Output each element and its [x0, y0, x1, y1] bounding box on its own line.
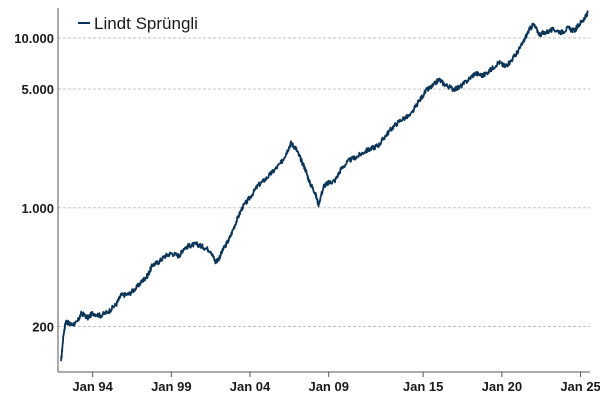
series-layer — [60, 10, 589, 362]
x-tick-label-3: Jan 09 — [308, 379, 348, 394]
legend: Lindt Sprüngli — [78, 14, 198, 33]
y-tick-label-3: 10.000 — [14, 31, 54, 46]
y-tick-label-1: 1.000 — [21, 201, 54, 216]
series-line-0 — [60, 10, 589, 362]
x-tick-label-5: Jan 20 — [482, 379, 522, 394]
y-tick-label-2: 5.000 — [21, 82, 54, 97]
axes: 200 1.000 5.000 10.000 Jan 94 Jan 99 Jan 04 Jan… — [14, 8, 600, 394]
x-tick-label-1: Jan 99 — [151, 379, 191, 394]
x-tick-label-6: Jan 25 — [560, 379, 600, 394]
y-tick-label-0: 200 — [32, 320, 54, 335]
legend-label-lindt-sprungli: Lindt Sprüngli — [94, 14, 198, 33]
x-tick-label-4: Jan 15 — [403, 379, 443, 394]
x-tick-label-0: Jan 94 — [72, 379, 113, 394]
x-tick-label-2: Jan 04 — [230, 379, 271, 394]
gridlines — [58, 37, 590, 327]
